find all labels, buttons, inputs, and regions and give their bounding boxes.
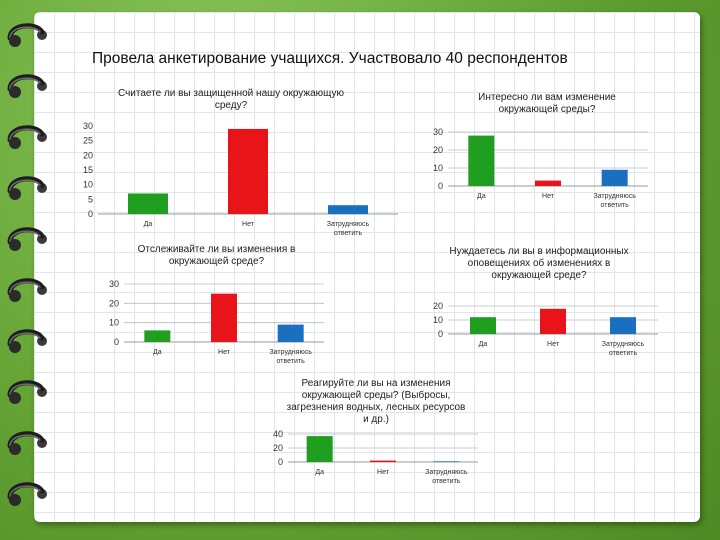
y-tick-label: 15: [83, 165, 93, 175]
y-tick-label: 20: [433, 145, 443, 155]
page-title: Провела анкетирование учащихся. Участвов…: [92, 50, 568, 67]
chart-plot: 0 10 20 30 Да Нет Затрудняюсь ответить: [109, 279, 324, 365]
spiral-ring: [6, 226, 50, 252]
spiral-ring: [6, 175, 50, 201]
spiral-ring: [6, 328, 50, 354]
bar: [535, 180, 561, 186]
y-tick-label: 30: [83, 121, 93, 131]
y-tick-label: 40: [273, 429, 283, 439]
bar: [470, 317, 496, 334]
x-tick-label: Да: [315, 469, 324, 476]
y-tick-label: 30: [433, 127, 443, 137]
bar: [228, 128, 268, 214]
y-tick-label: 10: [433, 163, 443, 173]
chart-interest-change: Интересно ли вам изменение окружающей ср…: [420, 92, 660, 222]
y-tick-label: 10: [433, 315, 443, 325]
bar: [370, 460, 396, 462]
y-tick-label: 20: [433, 301, 443, 311]
y-tick-label: 30: [109, 279, 119, 289]
x-tick-label: Да: [479, 341, 488, 348]
chart-title: Отслеживайте ли вы изменения в окружающе…: [137, 244, 296, 267]
notebook-page: [34, 12, 700, 522]
bar: [433, 461, 460, 462]
x-tick-label: Да: [477, 193, 486, 200]
x-tick-label: Нет: [542, 193, 555, 200]
spiral-ring: [6, 277, 50, 303]
y-tick-label: 20: [273, 443, 283, 453]
bar: [144, 330, 171, 342]
chart-title: Нуждаетесь ли вы в информационных оповещ…: [449, 246, 629, 281]
spiral-ring: [6, 22, 50, 48]
y-tick-label: 10: [83, 180, 93, 190]
y-tick-label: 0: [438, 329, 443, 339]
x-tick-label: Затрудняюсь: [593, 193, 636, 200]
x-tick-label: ответить: [432, 478, 461, 485]
chart-monitoring-change: Отслеживайте ли вы изменения в окружающе…: [104, 244, 344, 374]
bar: [306, 436, 333, 462]
chart-title: Считаете ли вы защищенной нашу окружающу…: [117, 88, 345, 111]
x-tick-label: ответить: [277, 358, 306, 365]
chart-reaction-change: Реагируйте ли вы на изменения окружающей…: [262, 378, 502, 485]
bar: [610, 317, 636, 334]
bar: [211, 293, 237, 342]
x-tick-label: Да: [144, 221, 153, 228]
y-tick-label: 0: [88, 209, 93, 219]
x-tick-label: Нет: [547, 341, 560, 348]
chart-plot: 0 5 10 15 20 25 30 Да Нет Затрудняюсь ответить: [83, 121, 398, 237]
spiral-ring: [6, 481, 50, 507]
bar: [277, 324, 304, 342]
bar: [540, 308, 566, 334]
x-tick-label: ответить: [609, 350, 638, 357]
spiral-ring: [6, 124, 50, 150]
bar: [468, 135, 495, 186]
chart-info-alerts: Нуждаетесь ли вы в информационных оповещ…: [420, 246, 660, 357]
x-tick-label: ответить: [334, 230, 363, 237]
chart-plot: 0 10 20 Да Нет Затрудняюсь ответить: [433, 301, 658, 357]
y-tick-label: 0: [114, 337, 119, 347]
chart-plot: 0 10 20 30 Да Нет Затрудняюсь ответить: [433, 127, 648, 209]
x-tick-label: Затрудняюсь: [425, 469, 468, 476]
x-tick-label: Да: [153, 349, 162, 356]
bar: [128, 193, 168, 214]
bar: [601, 169, 628, 186]
chart-protected-environment: Считаете ли вы защищенной нашу окружающу…: [76, 86, 398, 237]
bar: [328, 205, 368, 214]
x-tick-label: Затрудняюсь: [602, 341, 645, 348]
y-tick-label: 0: [438, 181, 443, 191]
x-tick-label: Затрудняюсь: [269, 349, 312, 356]
spiral-ring: [6, 73, 50, 99]
spiral-ring: [6, 379, 50, 405]
y-tick-label: 10: [109, 318, 119, 328]
y-tick-label: 0: [278, 457, 283, 467]
y-tick-label: 20: [83, 150, 93, 160]
y-tick-label: 20: [109, 298, 119, 308]
y-tick-label: 25: [83, 136, 93, 146]
y-tick-label: 5: [88, 194, 93, 204]
chart-title: Интересно ли вам изменение окружающей ср…: [478, 92, 616, 115]
spiral-ring: [6, 430, 50, 456]
chart-title: Реагируйте ли вы на изменения окружающей…: [286, 378, 466, 425]
x-tick-label: Нет: [242, 221, 255, 228]
x-tick-label: Затрудняюсь: [327, 221, 370, 228]
x-tick-label: ответить: [601, 202, 630, 209]
chart-plot: 0 20 40 Да Нет Затрудняюсь ответить: [273, 429, 478, 485]
x-tick-label: Нет: [377, 469, 390, 476]
x-tick-label: Нет: [218, 349, 231, 356]
